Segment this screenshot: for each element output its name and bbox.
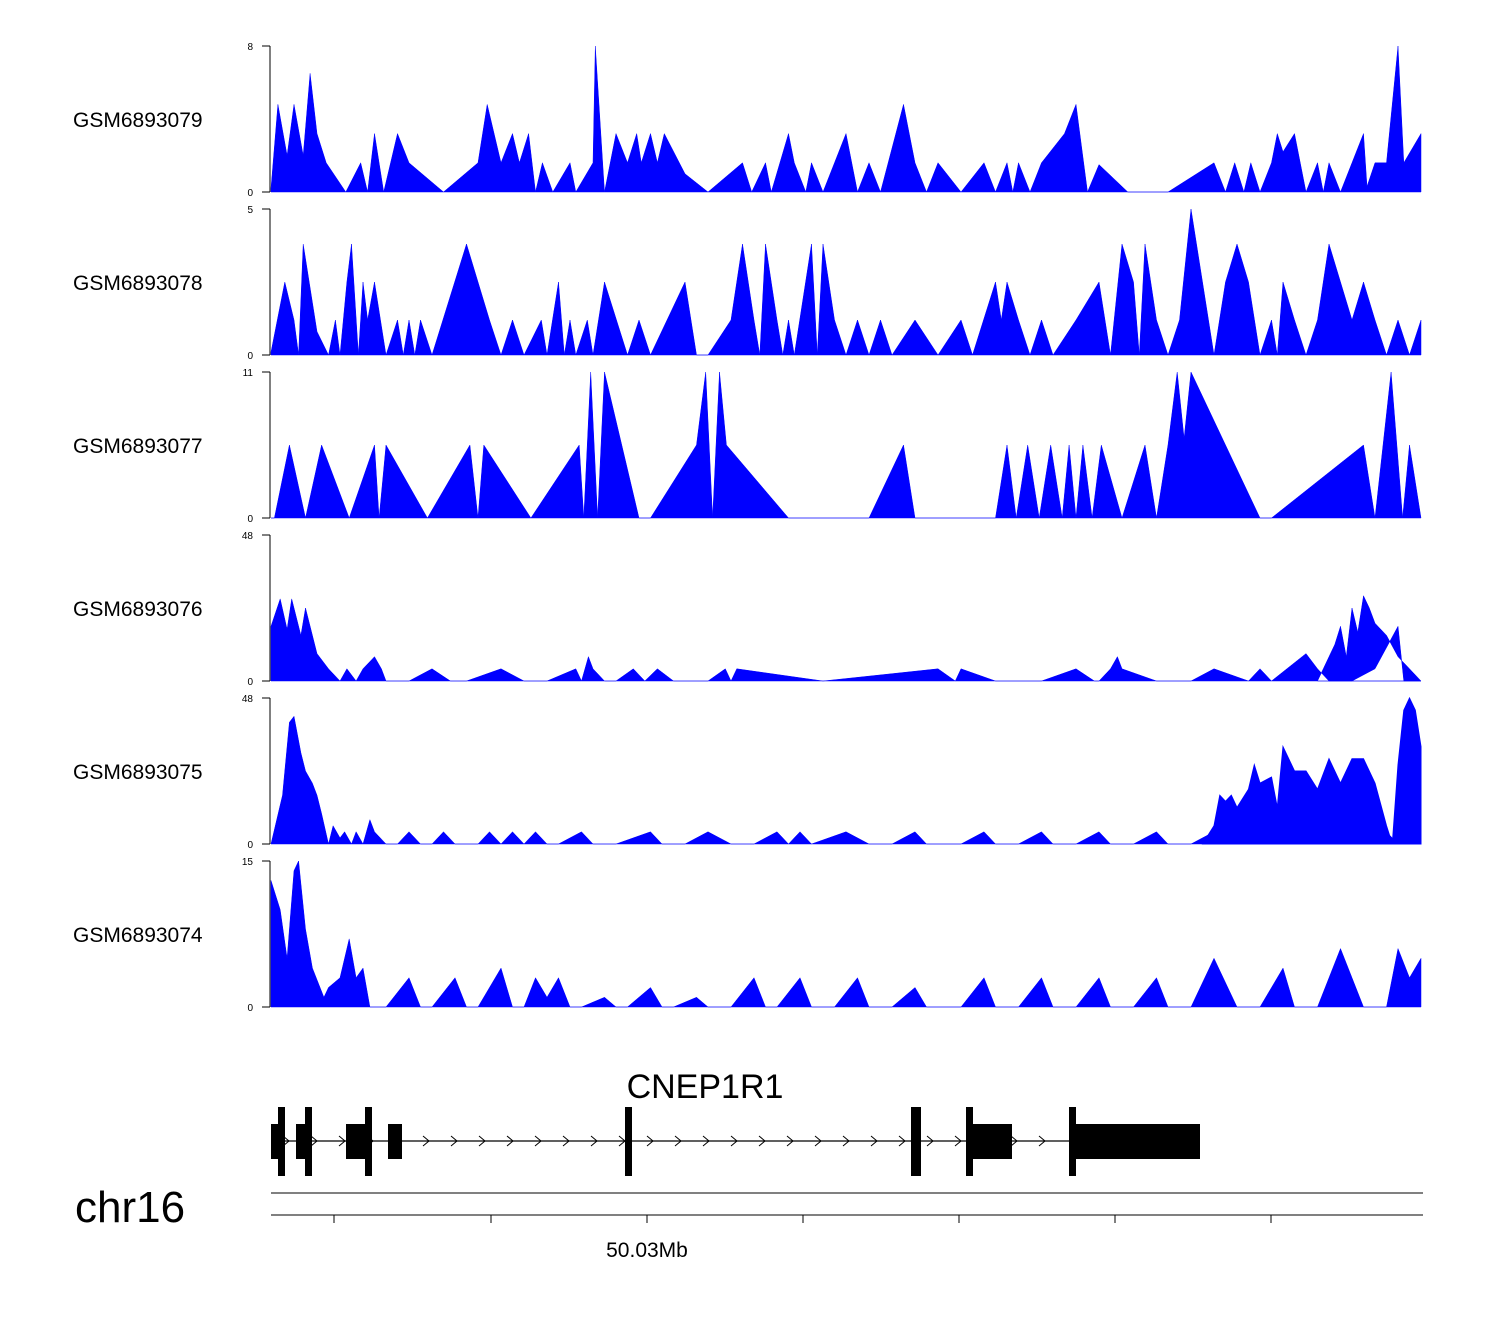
gene-name-label: CNEP1R1 <box>627 1068 784 1106</box>
y-tick-label-max: 5 <box>247 205 253 216</box>
y-tick-label-max: 48 <box>242 531 254 542</box>
exon <box>968 1124 1012 1159</box>
chromosome-label: chr16 <box>75 1183 185 1232</box>
track-label: GSM6893074 <box>73 924 203 947</box>
strand-arrow <box>1010 1135 1018 1147</box>
strand-arrow <box>702 1135 710 1147</box>
y-tick-label-min: 0 <box>247 188 253 199</box>
strand-arrow <box>898 1135 906 1147</box>
strand-arrow <box>758 1135 766 1147</box>
y-tick-label-min: 0 <box>247 1003 253 1014</box>
track-label: GSM6893077 <box>73 435 203 458</box>
coverage-tracks: GSM689307980GSM689307850GSM6893077110GSM… <box>73 42 1422 1014</box>
track-label: GSM6893078 <box>73 272 203 295</box>
strand-arrow <box>534 1135 542 1147</box>
track-GSM6893075: GSM6893075 48 0 <box>73 694 1422 851</box>
strand-arrow <box>842 1135 850 1147</box>
y-tick-label-max: 48 <box>242 694 254 705</box>
track-GSM6893078: GSM6893078 5 0 <box>73 205 1422 362</box>
exon-boundary <box>966 1107 973 1176</box>
y-tick-label-max: 11 <box>243 368 254 379</box>
strand-arrow <box>338 1135 346 1147</box>
gene-structure <box>271 1107 1200 1176</box>
exon-boundary <box>365 1107 372 1176</box>
y-tick-label-min: 0 <box>247 840 253 851</box>
coverage-area <box>270 594 1422 682</box>
track-GSM6893077: GSM6893077 11 0 <box>73 368 1422 525</box>
strand-arrow <box>674 1135 682 1147</box>
strand-arrow <box>478 1135 486 1147</box>
exon <box>388 1124 402 1159</box>
track-label: GSM6893075 <box>73 761 203 784</box>
y-tick-label-max: 8 <box>247 42 253 53</box>
y-tick-label-min: 0 <box>247 677 253 688</box>
exon-boundary <box>305 1107 312 1176</box>
strand-arrow <box>954 1135 962 1147</box>
gene-track: CNEP1R1 <box>271 1068 1200 1176</box>
exon <box>911 1107 921 1176</box>
track-GSM6893079: GSM6893079 8 0 <box>73 42 1422 199</box>
strand-arrow <box>814 1135 822 1147</box>
y-tick-label-min: 0 <box>247 351 253 362</box>
strand-arrow <box>562 1135 570 1147</box>
strand-arrow <box>1038 1135 1046 1147</box>
coverage-area <box>270 208 1422 356</box>
strand-arrow <box>506 1135 514 1147</box>
strand-arrow <box>590 1135 598 1147</box>
coverage-area <box>271 371 1422 519</box>
track-GSM6893074: GSM6893074 15 0 <box>73 857 1422 1014</box>
genomic-axis: chr16 50.03Mb <box>75 1183 1423 1262</box>
strand-arrow <box>310 1135 318 1147</box>
track-GSM6893076: GSM6893076 48 0 <box>73 531 1422 688</box>
strand-arrow <box>786 1135 794 1147</box>
y-tick-label-max: 15 <box>242 857 254 868</box>
strand-arrow <box>926 1135 934 1147</box>
exon-boundary <box>278 1107 285 1176</box>
coverage-area <box>270 45 1422 193</box>
axis-ticks <box>333 1215 1272 1223</box>
strand-arrow <box>730 1135 738 1147</box>
track-label: GSM6893079 <box>73 109 203 132</box>
coverage-area <box>270 715 1421 845</box>
coverage-area-dense <box>1201 696 1422 845</box>
track-label: GSM6893076 <box>73 598 203 621</box>
y-tick-label-min: 0 <box>247 514 253 525</box>
strand-arrow <box>450 1135 458 1147</box>
axis-position-label: 50.03Mb <box>606 1239 688 1262</box>
exon-boundary <box>1069 1107 1076 1176</box>
strand-arrow <box>870 1135 878 1147</box>
strand-arrow <box>646 1135 654 1147</box>
exon <box>1070 1124 1200 1159</box>
exon-boundary <box>625 1107 632 1176</box>
coverage-area <box>270 860 1422 1008</box>
strand-arrow <box>422 1135 430 1147</box>
